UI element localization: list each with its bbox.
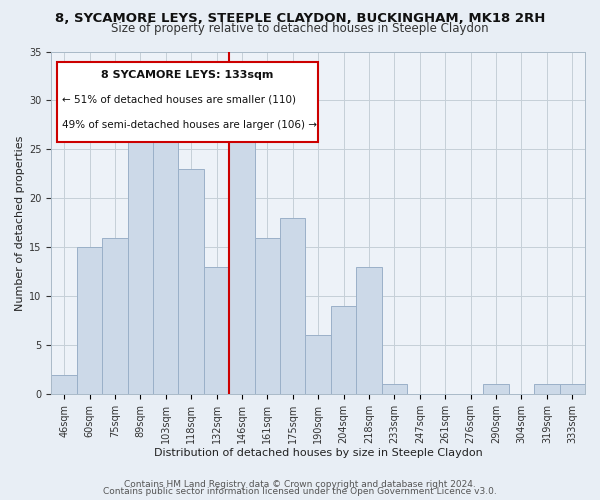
Bar xyxy=(178,169,204,394)
Bar xyxy=(484,384,509,394)
Text: 8, SYCAMORE LEYS, STEEPLE CLAYDON, BUCKINGHAM, MK18 2RH: 8, SYCAMORE LEYS, STEEPLE CLAYDON, BUCKI… xyxy=(55,12,545,24)
FancyBboxPatch shape xyxy=(57,62,318,142)
Text: ← 51% of detached houses are smaller (110): ← 51% of detached houses are smaller (11… xyxy=(62,94,296,104)
Bar xyxy=(331,306,356,394)
Text: Contains HM Land Registry data © Crown copyright and database right 2024.: Contains HM Land Registry data © Crown c… xyxy=(124,480,476,489)
Bar xyxy=(52,374,77,394)
Bar xyxy=(382,384,407,394)
Bar xyxy=(204,267,229,394)
Text: 8 SYCAMORE LEYS: 133sqm: 8 SYCAMORE LEYS: 133sqm xyxy=(101,70,274,81)
Bar xyxy=(153,120,178,394)
Text: 49% of semi-detached houses are larger (106) →: 49% of semi-detached houses are larger (… xyxy=(62,120,317,130)
Bar xyxy=(560,384,585,394)
Bar xyxy=(77,248,102,394)
Bar xyxy=(305,336,331,394)
Bar xyxy=(280,218,305,394)
X-axis label: Distribution of detached houses by size in Steeple Claydon: Distribution of detached houses by size … xyxy=(154,448,482,458)
Bar xyxy=(102,238,128,394)
Text: Contains public sector information licensed under the Open Government Licence v3: Contains public sector information licen… xyxy=(103,488,497,496)
Bar xyxy=(254,238,280,394)
Text: Size of property relative to detached houses in Steeple Claydon: Size of property relative to detached ho… xyxy=(111,22,489,35)
Bar xyxy=(128,140,153,394)
Y-axis label: Number of detached properties: Number of detached properties xyxy=(15,135,25,310)
Bar xyxy=(229,110,254,394)
Bar xyxy=(534,384,560,394)
Bar xyxy=(356,267,382,394)
